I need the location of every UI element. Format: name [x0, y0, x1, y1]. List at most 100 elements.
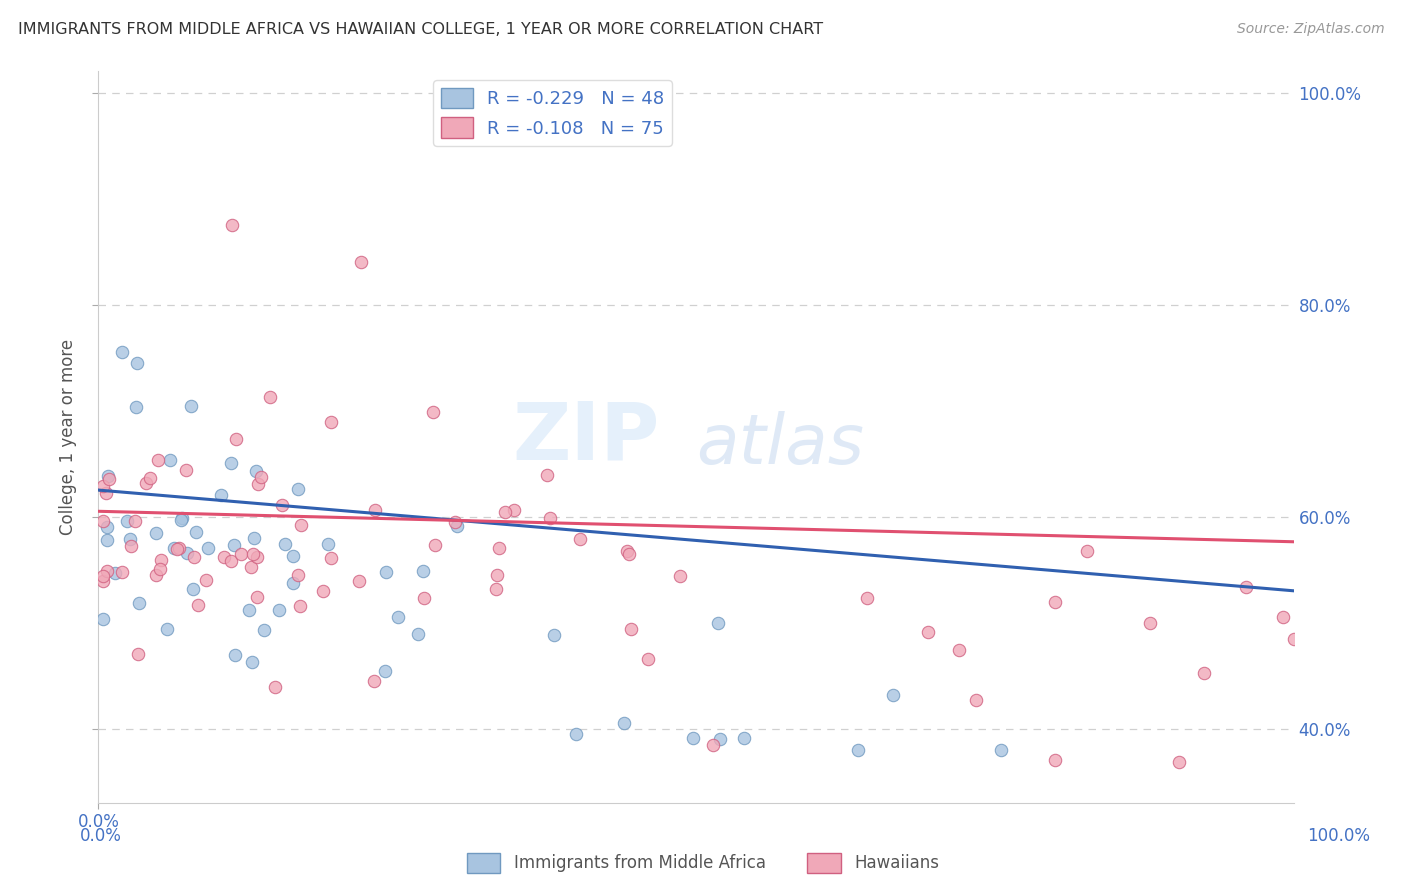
Point [543, 628, 565, 642]
Point [350, 255, 373, 269]
Point [1043, 753, 1066, 767]
Point [221, 218, 243, 232]
Point [242, 531, 264, 545]
Point [669, 568, 692, 582]
Point [128, 596, 150, 610]
Point [637, 652, 659, 666]
Point [290, 517, 312, 532]
Point [176, 546, 198, 560]
Point [281, 549, 304, 563]
Y-axis label: College, 1 year or more: College, 1 year or more [59, 339, 77, 535]
Point [443, 515, 465, 529]
Point [118, 532, 141, 546]
Point [96, 485, 118, 500]
Point [170, 513, 193, 527]
Point [111, 345, 134, 359]
Point [616, 544, 638, 558]
Point [1043, 595, 1066, 609]
Point [247, 477, 270, 491]
Point [319, 415, 342, 429]
Point [219, 456, 242, 470]
Point [224, 538, 246, 552]
Point [156, 622, 179, 636]
Point [96, 533, 118, 547]
Text: 100.0%: 100.0% [1308, 827, 1369, 845]
Point [149, 562, 172, 576]
Point [363, 674, 385, 689]
Point [709, 732, 731, 747]
Legend: Immigrants from Middle Africa, Hawaiians: Immigrants from Middle Africa, Hawaiians [460, 847, 946, 880]
Point [494, 505, 516, 519]
Point [1282, 632, 1305, 647]
Point [856, 591, 879, 605]
Point [159, 453, 181, 467]
Point [990, 743, 1012, 757]
Point [617, 547, 640, 561]
Point [702, 738, 724, 752]
Point [166, 542, 188, 557]
Point [488, 541, 510, 556]
Point [96, 520, 118, 534]
Point [287, 482, 309, 496]
Point [240, 655, 263, 669]
Point [91, 479, 114, 493]
Point [245, 464, 267, 478]
Point [180, 399, 202, 413]
Point [485, 582, 508, 597]
Text: atlas: atlas [696, 411, 863, 478]
Point [111, 565, 134, 579]
Point [212, 549, 235, 564]
Point [620, 622, 643, 636]
Point [1139, 615, 1161, 630]
Point [269, 603, 291, 617]
Point [194, 573, 217, 587]
Point [97, 472, 120, 486]
Point [231, 547, 253, 561]
Point [163, 541, 186, 555]
Point [146, 452, 169, 467]
Point [387, 610, 409, 624]
Point [707, 615, 730, 630]
Point [183, 549, 205, 564]
Point [124, 514, 146, 528]
Point [145, 568, 167, 582]
Point [271, 498, 294, 512]
Point [187, 598, 209, 612]
Text: 0.0%: 0.0% [80, 827, 122, 845]
Point [197, 541, 219, 556]
Point [965, 693, 987, 707]
Point [374, 566, 396, 580]
Point [139, 471, 162, 485]
Point [312, 584, 335, 599]
Point [253, 623, 276, 637]
Point [263, 680, 285, 694]
Point [96, 564, 118, 578]
Point [613, 716, 636, 731]
Point [91, 574, 114, 588]
Text: IMMIGRANTS FROM MIDDLE AFRICA VS HAWAIIAN COLLEGE, 1 YEAR OR MORE CORRELATION CH: IMMIGRANTS FROM MIDDLE AFRICA VS HAWAIIA… [18, 22, 824, 37]
Point [125, 400, 148, 414]
Text: ZIP: ZIP [513, 398, 661, 476]
Point [565, 727, 588, 741]
Point [538, 510, 561, 524]
Point [846, 743, 869, 757]
Point [423, 538, 446, 552]
Point [246, 550, 269, 565]
Point [145, 525, 167, 540]
Point [347, 574, 370, 588]
Point [374, 664, 396, 678]
Point [273, 537, 295, 551]
Point [485, 568, 508, 582]
Point [1192, 666, 1215, 681]
Point [104, 566, 127, 580]
Point [412, 591, 434, 605]
Point [733, 731, 755, 746]
Point [250, 470, 273, 484]
Text: Source: ZipAtlas.com: Source: ZipAtlas.com [1237, 22, 1385, 37]
Point [917, 625, 939, 640]
Legend: R = -0.229   N = 48, R = -0.108   N = 75: R = -0.229 N = 48, R = -0.108 N = 75 [433, 80, 672, 145]
Point [446, 519, 468, 533]
Point [502, 503, 524, 517]
Point [127, 647, 149, 661]
Point [422, 405, 444, 419]
